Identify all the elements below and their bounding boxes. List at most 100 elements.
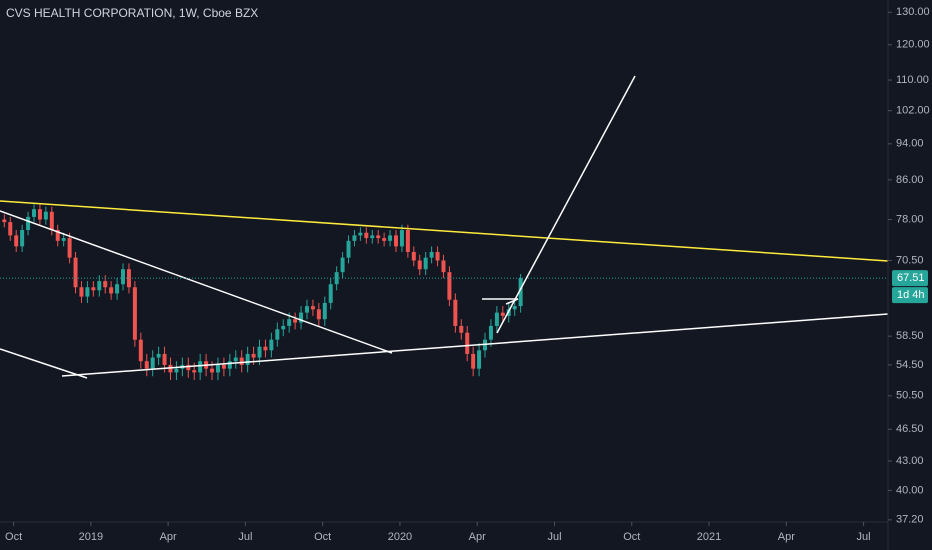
candle-body (453, 299, 458, 326)
candle-body (103, 281, 108, 288)
candle-body (67, 238, 72, 258)
candle-body (364, 232, 369, 239)
y-tick-label: 130.00 (896, 6, 930, 18)
candle-body (275, 329, 280, 340)
candle-body (352, 235, 357, 241)
y-tick-label: 86.00 (896, 174, 924, 186)
candle-body (14, 235, 19, 247)
candle-body (269, 339, 274, 351)
candle-body (435, 251, 440, 261)
y-tick-label: 58.50 (896, 330, 924, 342)
x-tick-label: Jul (547, 531, 561, 543)
candle-body (494, 312, 499, 326)
candle-body (221, 364, 226, 369)
candle-body (328, 284, 333, 303)
candle-body (79, 287, 84, 297)
candle-body (423, 257, 428, 270)
candle-body (26, 216, 31, 231)
candle-body (500, 312, 505, 316)
candle-body (31, 209, 36, 217)
candle-body (2, 219, 7, 223)
last-price-label: 67.51 (897, 272, 925, 284)
flag-line (505, 298, 519, 305)
y-tick-label: 94.00 (896, 138, 924, 150)
candle-body (192, 370, 197, 373)
candle-body (115, 284, 120, 294)
projection-line (496, 75, 636, 334)
y-tick-label: 70.50 (896, 254, 924, 266)
candle-body (310, 306, 315, 310)
y-tick-label: 40.00 (896, 484, 924, 496)
candle-body (233, 357, 238, 362)
candle-body (316, 309, 321, 320)
candle-body (304, 306, 309, 313)
y-tick-label: 43.00 (896, 455, 924, 467)
candle-body (388, 235, 393, 241)
x-tick-label: Apr (160, 531, 177, 543)
candle-body (471, 353, 476, 369)
trend-line (0, 348, 88, 379)
candle-body (132, 287, 137, 340)
candle-body (417, 260, 422, 270)
candle-body (198, 361, 203, 373)
candle-body (186, 364, 191, 371)
x-tick-label: 2021 (697, 531, 721, 543)
y-tick-label: 37.20 (896, 514, 924, 526)
candle-body (441, 260, 446, 273)
candle-body (358, 232, 363, 236)
candle-body (251, 353, 256, 358)
candle-body (465, 332, 470, 354)
x-tick-label: Oct (5, 531, 22, 543)
candle-body (429, 251, 434, 258)
candle-body (322, 302, 327, 320)
y-tick-label: 78.00 (896, 213, 924, 225)
candle-body (109, 287, 114, 294)
candle-body (382, 238, 387, 241)
candle-body (49, 211, 54, 231)
candle-body (287, 319, 292, 326)
countdown-label: 1d 4h (897, 289, 925, 301)
candle-body (144, 361, 149, 369)
candle-body (20, 230, 25, 247)
last-price-box (892, 270, 928, 287)
countdown-box (892, 287, 928, 304)
candle-body (168, 364, 173, 373)
x-tick-label: 2019 (79, 531, 103, 543)
candle-body (97, 281, 102, 291)
candle-body (281, 325, 286, 330)
candle-body (399, 230, 404, 247)
candle-body (121, 269, 126, 285)
candle-body (215, 364, 220, 373)
candle-body (210, 368, 215, 373)
candle-body (477, 350, 482, 369)
x-tick-label: Oct (623, 531, 640, 543)
candle-body (138, 339, 143, 362)
candle-body (55, 230, 60, 241)
candle-body (73, 257, 78, 288)
candle-body (8, 222, 13, 236)
y-tick-label: 110.00 (896, 74, 929, 86)
candle-body (411, 251, 416, 261)
candle-body (512, 306, 517, 310)
candle-body (156, 353, 161, 358)
candle-body (376, 235, 381, 239)
y-tick-label: 54.50 (896, 359, 924, 371)
x-tick-label: Apr (469, 531, 486, 543)
x-tick-label: 2020 (388, 531, 412, 543)
y-tick-label: 102.00 (896, 105, 930, 117)
candle-body (346, 240, 351, 258)
x-tick-label: Jul (857, 531, 871, 543)
candle-body (257, 346, 262, 358)
trend-line (61, 313, 889, 377)
candle-body (299, 312, 304, 323)
candle-body (162, 353, 167, 365)
y-tick-label: 46.50 (896, 423, 924, 435)
y-tick-label: 120.00 (896, 39, 930, 51)
x-tick-label: Jul (238, 531, 252, 543)
candle-body (518, 278, 523, 307)
candle-body (393, 235, 398, 247)
candle-body (459, 325, 464, 333)
